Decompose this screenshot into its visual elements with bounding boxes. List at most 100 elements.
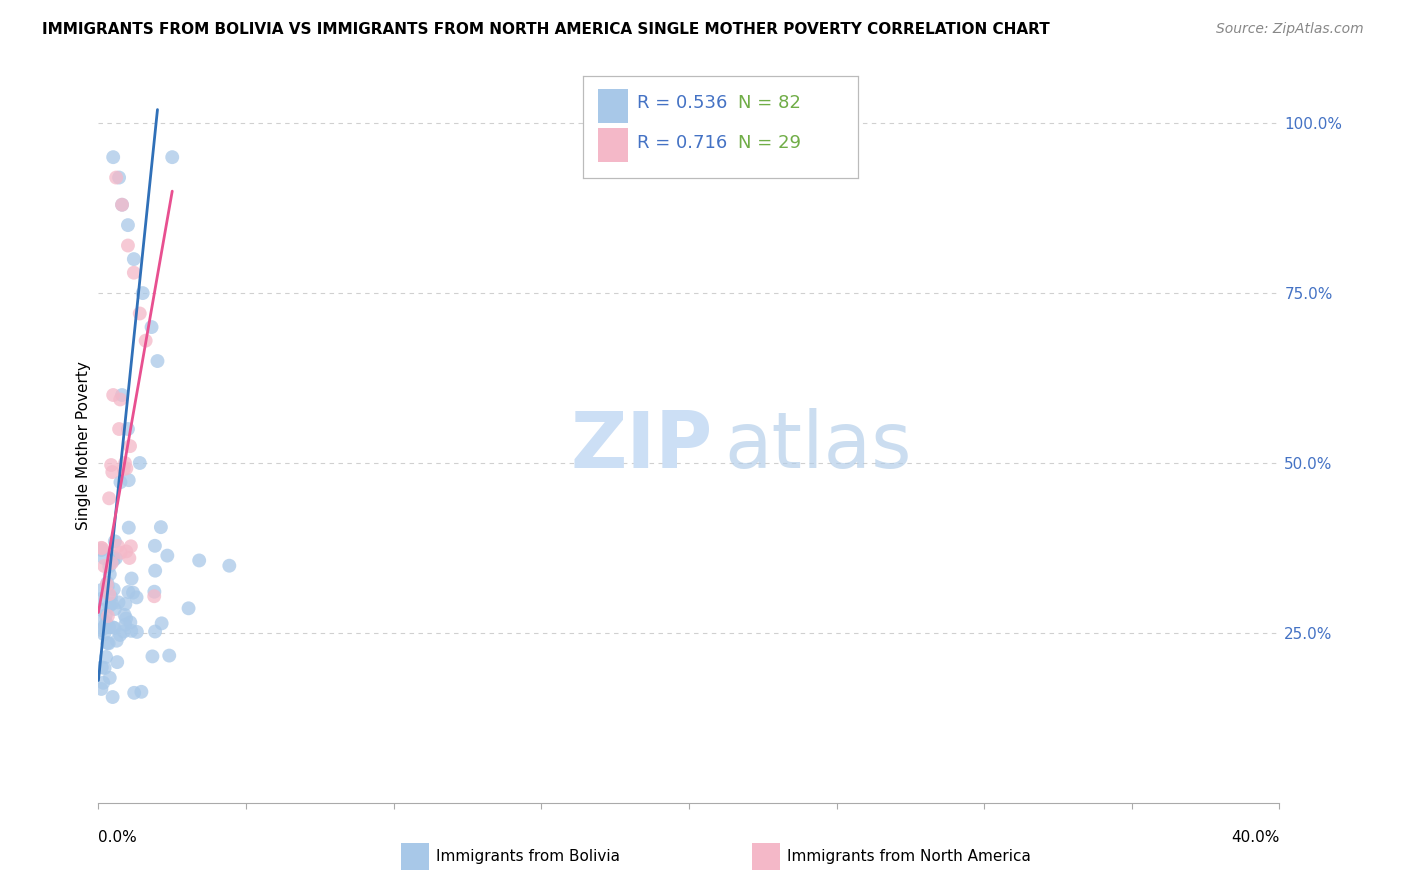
Point — [135, 334, 157, 348]
Point — [162, 150, 183, 164]
Point — [146, 354, 169, 368]
Point — [101, 597, 124, 611]
Point — [98, 491, 121, 506]
Point — [94, 608, 117, 623]
Point — [143, 584, 166, 599]
Point — [100, 590, 122, 604]
Point — [111, 198, 134, 212]
Point — [122, 252, 145, 266]
Point — [120, 539, 142, 553]
Point — [157, 648, 180, 663]
Text: 0.0%: 0.0% — [98, 830, 138, 845]
Point — [93, 551, 115, 566]
Point — [105, 655, 128, 669]
Point — [98, 587, 121, 601]
Text: 40.0%: 40.0% — [1232, 830, 1279, 845]
Point — [118, 521, 141, 535]
Point — [108, 422, 131, 436]
Point — [97, 579, 120, 593]
Point — [90, 660, 112, 674]
Point — [90, 541, 112, 556]
Point — [94, 618, 117, 632]
Point — [141, 649, 163, 664]
Point — [108, 392, 131, 407]
Y-axis label: Single Mother Poverty: Single Mother Poverty — [76, 361, 91, 531]
Point — [96, 616, 118, 631]
Point — [100, 556, 122, 570]
Text: N = 82: N = 82 — [738, 94, 801, 112]
Point — [91, 675, 114, 690]
Point — [98, 599, 121, 613]
Point — [118, 439, 141, 453]
Point — [104, 602, 127, 616]
Point — [114, 607, 136, 622]
Point — [101, 549, 124, 564]
Point — [90, 681, 112, 696]
Point — [150, 616, 173, 631]
Point — [112, 624, 135, 639]
Text: Immigrants from North America: Immigrants from North America — [787, 849, 1031, 863]
Point — [104, 534, 127, 549]
Point — [93, 627, 115, 641]
Point — [143, 589, 166, 603]
Point — [104, 551, 127, 566]
Text: N = 29: N = 29 — [738, 134, 801, 152]
Point — [97, 609, 120, 624]
Point — [117, 238, 139, 252]
Point — [120, 624, 142, 638]
Point — [125, 624, 148, 639]
Point — [101, 465, 124, 479]
Point — [121, 572, 143, 586]
Point — [101, 620, 124, 634]
Point — [115, 461, 138, 475]
Point — [98, 620, 121, 634]
Text: R = 0.716: R = 0.716 — [637, 134, 727, 152]
Point — [101, 690, 124, 704]
Point — [120, 615, 142, 630]
Point — [122, 585, 145, 599]
Point — [96, 636, 118, 650]
Text: IMMIGRANTS FROM BOLIVIA VS IMMIGRANTS FROM NORTH AMERICA SINGLE MOTHER POVERTY C: IMMIGRANTS FROM BOLIVIA VS IMMIGRANTS FR… — [42, 22, 1050, 37]
Point — [114, 617, 136, 632]
Point — [100, 458, 122, 472]
Point — [117, 218, 139, 232]
Point — [93, 621, 115, 635]
Point — [156, 549, 179, 563]
Point — [149, 520, 172, 534]
Point — [110, 546, 132, 560]
Point — [94, 650, 117, 665]
Point — [107, 595, 129, 609]
Point — [90, 543, 112, 558]
Point — [108, 170, 131, 185]
Point — [103, 621, 125, 635]
Point — [128, 306, 150, 320]
Point — [115, 611, 138, 625]
Point — [111, 388, 134, 402]
Point — [143, 624, 166, 639]
Point — [93, 559, 115, 574]
Point — [97, 636, 120, 650]
Point — [118, 551, 141, 566]
Point — [115, 544, 138, 558]
Point — [105, 633, 128, 648]
Point — [98, 567, 121, 582]
Point — [98, 559, 121, 574]
Point — [96, 575, 118, 590]
Point — [131, 685, 153, 699]
Text: atlas: atlas — [724, 408, 912, 484]
Point — [111, 198, 134, 212]
Point — [218, 558, 240, 573]
Point — [103, 582, 125, 597]
Text: Source: ZipAtlas.com: Source: ZipAtlas.com — [1216, 22, 1364, 37]
Point — [122, 266, 145, 280]
Point — [114, 456, 136, 470]
Point — [132, 286, 155, 301]
Point — [90, 591, 112, 606]
Text: ZIP: ZIP — [571, 408, 713, 484]
Point — [117, 585, 139, 599]
Point — [105, 170, 128, 185]
Point — [98, 671, 121, 685]
Text: Immigrants from Bolivia: Immigrants from Bolivia — [436, 849, 620, 863]
Point — [90, 582, 112, 597]
Point — [93, 661, 115, 675]
